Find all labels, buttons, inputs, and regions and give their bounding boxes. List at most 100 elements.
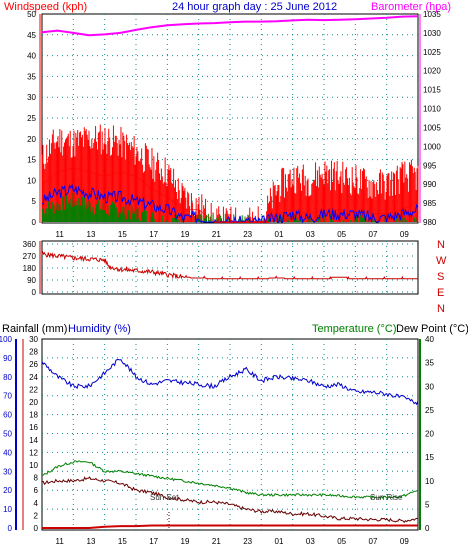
wind-tick-label: 40 [27,52,36,61]
compass-label: W [436,255,447,267]
wind-tick-label: 10 [27,176,36,185]
rain-tick-label: 2 [34,511,39,520]
x-tick-label: 19 [181,230,190,239]
x-tick-label: 07 [369,230,378,239]
grid-layer [42,14,418,530]
x-tick-label: 21 [212,537,221,546]
humidity-tick-label: 80 [3,373,12,382]
wind-tick-label: 45 [27,31,36,40]
series-layer [41,15,419,529]
wind-tick-label: 20 [27,135,36,144]
temperature-axis-title: Temperature (°C) [312,323,396,335]
wind-tick-label: 35 [27,72,36,81]
x-tick-label: 03 [306,230,315,239]
baro-tick-label: 1010 [423,105,441,114]
direction-tick-label: 0 [32,288,37,297]
wind-tick-label: 15 [27,156,36,165]
humidity-tick-label: 90 [3,354,12,363]
sunrise-label: Sun Rise [370,493,403,502]
rain-tick-label: 30 [29,335,38,344]
x-tick-label: 15 [118,537,127,546]
baro-tick-label: 990 [423,180,437,189]
dewpoint-line [41,476,419,524]
rain-tick-label: 8 [34,474,39,483]
barometer-axis-title: Barometer (hpa) [371,1,451,13]
compass-label: E [437,287,444,299]
x-tick-label: 19 [181,537,190,546]
wind-tick-label: 0 [32,218,37,227]
temperature-line [41,460,418,500]
compass-label: N [437,303,445,315]
direction-tick-label: 180 [23,264,37,273]
temp-tick-label: 40 [425,335,434,344]
temp-tick-label: 0 [425,524,430,533]
rain-tick-label: 4 [34,499,39,508]
rainfall-line [42,524,418,529]
x-tick-label: 23 [243,230,252,239]
ticks-layer: 0510152025303540455098098599099510001005… [0,10,441,546]
wind-tick-label: 25 [27,114,36,123]
humidity-line [41,358,419,406]
humidity-tick-label: 40 [3,448,12,457]
temp-tick-label: 10 [425,477,434,486]
sunset-label: Sun Set [150,493,179,502]
rainfall-axis-title: Rainfall (mm) [2,323,67,335]
x-tick-label: 07 [369,537,378,546]
baro-tick-label: 995 [423,161,437,170]
wind-direction-line [41,250,418,280]
rain-tick-label: 18 [29,411,38,420]
direction-tick-label: 90 [27,276,36,285]
x-tick-label: 17 [149,230,158,239]
x-tick-label: 17 [149,537,158,546]
humidity-tick-label: 100 [0,335,13,344]
baro-tick-label: 1005 [423,123,441,132]
x-tick-label: 13 [87,230,96,239]
x-tick-label: 01 [275,537,284,546]
temp-tick-label: 5 [425,500,430,509]
humidity-tick-label: 10 [3,505,12,514]
humidity-tick-label: 50 [3,430,12,439]
humidity-tick-label: 0 [8,524,13,533]
x-tick-label: 11 [56,537,65,546]
baro-tick-label: 1035 [423,10,441,19]
rain-tick-label: 12 [29,448,38,457]
temp-tick-label: 15 [425,453,434,462]
humidity-tick-label: 70 [3,392,12,401]
temp-tick-label: 25 [425,406,434,415]
windspeed-axis-title: Windspeed (kph) [4,1,87,13]
x-tick-label: 11 [56,230,65,239]
x-tick-label: 01 [275,230,284,239]
baro-tick-label: 1020 [423,67,441,76]
dewpoint-axis-title: Dew Point (°C) [396,323,468,335]
temp-tick-label: 30 [425,382,434,391]
temp-tick-label: 20 [425,430,434,439]
humidity-tick-label: 20 [3,486,12,495]
x-tick-label: 13 [87,537,96,546]
rain-tick-label: 28 [29,348,38,357]
rain-tick-label: 22 [29,385,38,394]
baro-tick-label: 1025 [423,48,441,57]
humidity-axis-title: Humidity (%) [68,323,131,335]
x-tick-label: 21 [212,230,221,239]
rain-tick-label: 20 [29,398,38,407]
x-tick-label: 09 [400,230,409,239]
windspeed-line [41,167,419,223]
wind-tick-label: 5 [32,197,37,206]
x-tick-label: 05 [337,230,346,239]
compass-labels: N W S E N [436,239,447,315]
baro-tick-label: 1000 [423,142,441,151]
rain-tick-label: 24 [29,373,38,382]
compass-label: N [437,239,445,251]
rain-tick-label: 6 [34,486,39,495]
x-tick-label: 15 [118,230,127,239]
x-tick-label: 23 [243,537,252,546]
rain-tick-label: 10 [29,461,38,470]
rain-tick-label: 0 [34,524,39,533]
x-tick-label: 03 [306,537,315,546]
humidity-tick-label: 30 [3,467,12,476]
barometer-line [41,15,419,37]
x-tick-label: 05 [337,537,346,546]
x-tick-label: 09 [400,537,409,546]
wind-tick-label: 50 [27,10,36,19]
